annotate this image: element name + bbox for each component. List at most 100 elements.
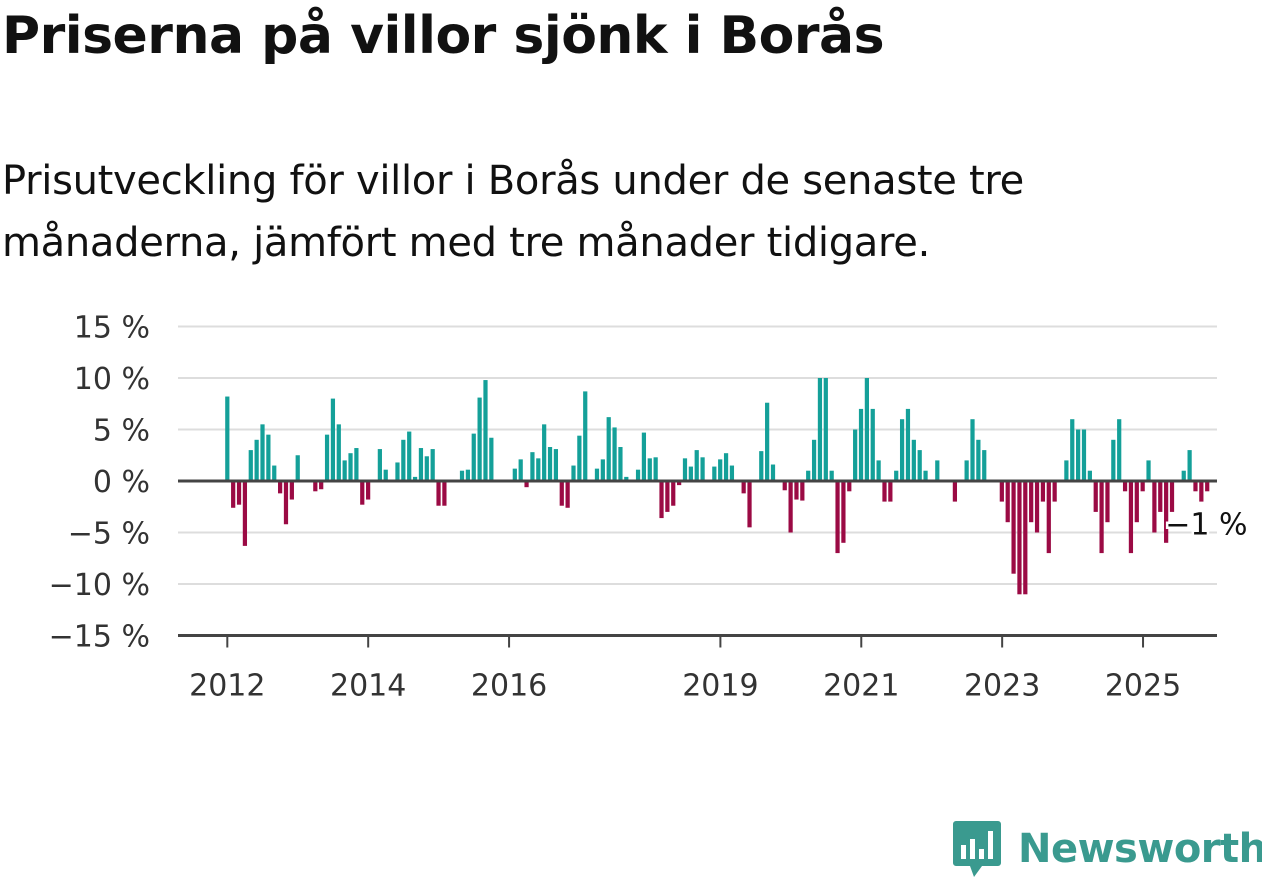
bar <box>583 391 588 481</box>
bar <box>647 458 652 481</box>
bar <box>1140 481 1145 492</box>
bar <box>1076 429 1081 481</box>
bar <box>436 481 441 506</box>
bar <box>1193 481 1198 492</box>
x-tick-label: 2019 <box>682 669 758 704</box>
bar <box>553 449 559 481</box>
y-tick-label: −5 % <box>68 517 150 552</box>
bar <box>794 481 799 500</box>
bar <box>911 439 916 481</box>
bar <box>718 459 723 481</box>
bar <box>1064 460 1069 481</box>
bar <box>782 481 787 491</box>
bar <box>530 452 535 481</box>
bar <box>1099 481 1104 554</box>
bar <box>418 448 424 481</box>
bar <box>1005 481 1010 523</box>
bar <box>870 408 875 481</box>
bar <box>905 408 911 481</box>
bar <box>1134 481 1139 523</box>
bar <box>1029 481 1034 523</box>
bar <box>295 455 300 481</box>
bar <box>876 460 881 481</box>
bar <box>348 453 353 481</box>
bar <box>712 466 717 481</box>
x-tick-label: 2021 <box>823 669 899 704</box>
bar <box>694 450 699 481</box>
bar <box>917 450 922 481</box>
bar <box>759 451 764 481</box>
bar <box>377 449 382 481</box>
bar <box>688 466 693 481</box>
bar <box>278 481 283 494</box>
bar <box>1158 481 1163 512</box>
bar <box>770 464 776 481</box>
bar <box>459 470 465 481</box>
bar <box>1105 481 1110 523</box>
bar <box>272 465 277 481</box>
x-tick-label: 2023 <box>964 669 1040 704</box>
bar <box>542 424 547 481</box>
bar <box>1070 419 1075 481</box>
bar <box>747 481 752 528</box>
bar <box>952 481 958 502</box>
bar <box>1117 419 1122 481</box>
bar <box>313 481 318 492</box>
tick-labels: 15 % 10 % 5 % 0 % −5 % −10 % −15 % 2012 2014 2016… <box>49 311 1250 704</box>
bar <box>442 481 447 506</box>
y-tick-label: −15 % <box>49 620 150 655</box>
bar <box>665 481 670 512</box>
bar <box>999 481 1004 502</box>
bar <box>477 397 482 481</box>
bar <box>260 424 265 481</box>
y-tick-label: 15 % <box>74 311 150 346</box>
bar <box>225 396 230 481</box>
bar <box>659 481 664 519</box>
chart-title: Priserna på villor sjönk i Borås <box>2 6 885 66</box>
last-value-annotation: −1 % <box>1165 508 1247 543</box>
x-tick-label: 2016 <box>471 669 547 704</box>
bar <box>1081 429 1087 481</box>
bar <box>894 470 899 481</box>
bar <box>407 431 412 481</box>
bar <box>723 453 729 481</box>
bar <box>594 468 600 481</box>
bar <box>559 481 564 506</box>
bar <box>342 460 347 481</box>
bar <box>524 481 529 488</box>
bar <box>1205 481 1210 492</box>
bar <box>817 378 823 481</box>
bar <box>289 481 294 500</box>
y-tick-label: 0 % <box>93 465 150 500</box>
bar <box>835 481 840 554</box>
bar <box>401 439 406 481</box>
bar <box>1017 481 1022 595</box>
bar <box>970 419 975 481</box>
bar <box>1169 481 1175 512</box>
bar <box>923 470 928 481</box>
bar <box>700 457 705 481</box>
bar <box>1087 470 1092 481</box>
bar <box>788 481 793 533</box>
bar <box>1187 450 1192 481</box>
bar <box>395 462 400 481</box>
bar <box>1181 470 1186 481</box>
bar <box>729 465 735 481</box>
bar <box>982 450 987 481</box>
bar <box>1046 481 1051 554</box>
bar <box>653 457 658 481</box>
bar <box>1122 481 1128 492</box>
bar <box>741 481 746 494</box>
bar <box>1128 481 1134 554</box>
bar <box>800 481 805 501</box>
newsworthy-logo-icon <box>953 821 1001 877</box>
bar <box>806 470 811 481</box>
bar <box>1152 481 1157 533</box>
bar <box>624 476 629 481</box>
bar <box>366 481 371 500</box>
bar <box>1111 439 1116 481</box>
bar <box>571 465 576 481</box>
bar <box>483 380 488 481</box>
bar <box>242 481 248 546</box>
bar <box>600 459 605 481</box>
